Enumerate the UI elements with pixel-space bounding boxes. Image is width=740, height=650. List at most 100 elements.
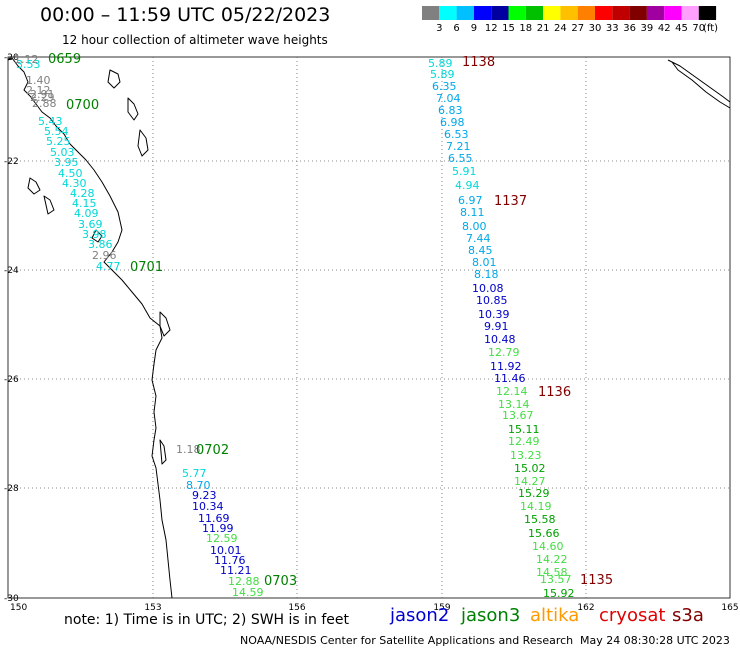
longitude-tick-label: 162 [577, 603, 594, 613]
longitude-tick-label: 165 [721, 603, 738, 613]
wave-height-label: 14.19 [520, 500, 552, 513]
wave-height-label: 6.35 [432, 80, 457, 93]
wave-height-label: 10.85 [476, 294, 508, 307]
satellite-jason2: jason2 [390, 605, 450, 626]
wave-height-label: 1.12 [14, 53, 39, 66]
legend-level-label: 36 [623, 23, 636, 34]
wave-height-label: 10.34 [192, 500, 224, 513]
wave-height-label: 12.79 [488, 346, 520, 359]
wave-height-label: 15.58 [524, 513, 556, 526]
wave-height-label: 13.23 [510, 449, 542, 462]
wave-height-label: 14.27 [514, 475, 546, 488]
pass-time-label: 0700 [66, 98, 99, 113]
wave-height-label: 2.88 [32, 97, 57, 110]
wave-height-label: 6.53 [444, 128, 469, 141]
pass-time-label: 0701 [130, 260, 163, 275]
wave-height-label: 14.58 [536, 566, 568, 579]
pass-time-label: 1135 [580, 573, 613, 588]
legend-level-label: 3 [436, 23, 442, 34]
wave-height-label: 2.29 [30, 91, 55, 104]
color-legend: 3 6 9 12 15 18 21 24 27 30 33 36 39 42 45 70(ft) [422, 6, 718, 34]
wave-height-label: 3.69 [78, 218, 103, 231]
wave-height-label: 14.22 [536, 553, 568, 566]
wave-height-label: 6.97 [458, 194, 483, 207]
legend-level-label: 30 [589, 23, 602, 34]
timestamp: May 24 08:30:28 UTC 2023 [580, 634, 730, 647]
satellite-altika: altika [530, 605, 580, 626]
legend-unit-label: (ft) [703, 23, 718, 34]
credit-text: NOAA/NESDIS Center for Satellite Applica… [240, 634, 574, 647]
longitude-tick-label: 153 [144, 603, 161, 613]
wave-height-label: 11.99 [202, 522, 234, 535]
latitude-tick-label: -26 [4, 375, 19, 385]
legend-level-label: 15 [502, 23, 515, 34]
legend-swatch [473, 6, 492, 20]
pass-time-label: 0703 [264, 574, 297, 589]
wave-height-label: 12.88 [228, 575, 260, 588]
legend-level-label: 45 [675, 23, 688, 34]
wave-height-label: 8.01 [472, 256, 497, 269]
wave-height-label: 4.50 [58, 167, 83, 180]
legend-level-label: 18 [519, 23, 532, 34]
latitude-tick-label: -28 [4, 484, 19, 494]
map-grid [7, 56, 731, 599]
legend-swatch [612, 6, 630, 20]
legend-level-label: 6 [453, 23, 459, 34]
footer-note: note: 1) Time is in UTC; 2) SWH is in fe… [64, 612, 350, 628]
wave-height-label: 12.59 [206, 532, 238, 545]
island-outline [91, 229, 103, 243]
latitude-tick-label: -20 [4, 53, 19, 63]
island-outline [137, 129, 149, 157]
wave-height-label: 3.86 [88, 238, 113, 251]
wave-height-label: 7.04 [436, 92, 461, 105]
legend-swatch [577, 6, 595, 20]
legend-swatch [456, 6, 474, 20]
wave-height-label: 11.69 [198, 512, 230, 525]
satellite-cryosat: cryosat [599, 605, 666, 626]
island-outline [107, 69, 121, 89]
latitude-tick-label: -22 [4, 157, 19, 167]
wave-height-label: 6.83 [438, 104, 463, 117]
wave-height-label: 12.14 [496, 385, 528, 398]
legend-swatch [664, 6, 682, 20]
map-axes: 150 153 156 159 162 165 -20 -22 -24 -26 -28 -30 [4, 53, 739, 613]
wave-height-labels: 1.123.53 1.402.122.292.912.88 5.435.545.25… [14, 52, 613, 600]
wave-height-label: 5.43 [38, 115, 63, 128]
wave-height-label: 3.98 [82, 228, 107, 241]
wave-height-label: 4.15 [72, 197, 97, 210]
longitude-tick-label: 156 [288, 603, 305, 613]
legend-swatch [681, 6, 699, 20]
latitude-tick-label: -24 [4, 266, 19, 276]
pass-time-label: 0659 [48, 52, 81, 67]
wave-height-label: 13.14 [498, 398, 530, 411]
legend-swatch [525, 6, 544, 20]
wave-height-label: 3.53 [16, 58, 41, 71]
wave-height-label: 7.44 [466, 232, 491, 245]
wave-height-label: 11.76 [214, 554, 246, 567]
wave-height-label: 9.23 [192, 489, 217, 502]
wave-height-label: 13.57 [540, 573, 572, 586]
wave-height-label: 13.67 [502, 409, 534, 422]
wave-height-label: 15.02 [514, 462, 546, 475]
wave-height-label: 15.11 [508, 423, 540, 436]
wave-height-label: 6.98 [440, 116, 465, 129]
wave-height-label: 2.91 [30, 88, 55, 101]
wave-height-label: 5.77 [182, 467, 207, 480]
legend-swatch [629, 6, 647, 20]
wave-height-label: 10.39 [478, 308, 510, 321]
legend-swatch [595, 6, 613, 20]
wave-height-label: 8.45 [468, 244, 493, 257]
legend-swatch [646, 6, 665, 20]
legend-level-label: 27 [571, 23, 584, 34]
legend-swatch [491, 6, 509, 20]
legend-level-label: 39 [641, 23, 654, 34]
map-subtitle: 12 hour collection of altimeter wave hei… [62, 33, 328, 47]
wave-height-label: 5.25 [46, 135, 71, 148]
wave-height-label: 5.03 [50, 146, 75, 159]
wave-height-label: 2.12 [26, 84, 51, 97]
wave-height-label: 10.48 [484, 333, 516, 346]
wave-height-label: 5.89 [430, 68, 455, 81]
satellite-s3a: s3a [672, 605, 704, 626]
map-frame [7, 56, 731, 599]
